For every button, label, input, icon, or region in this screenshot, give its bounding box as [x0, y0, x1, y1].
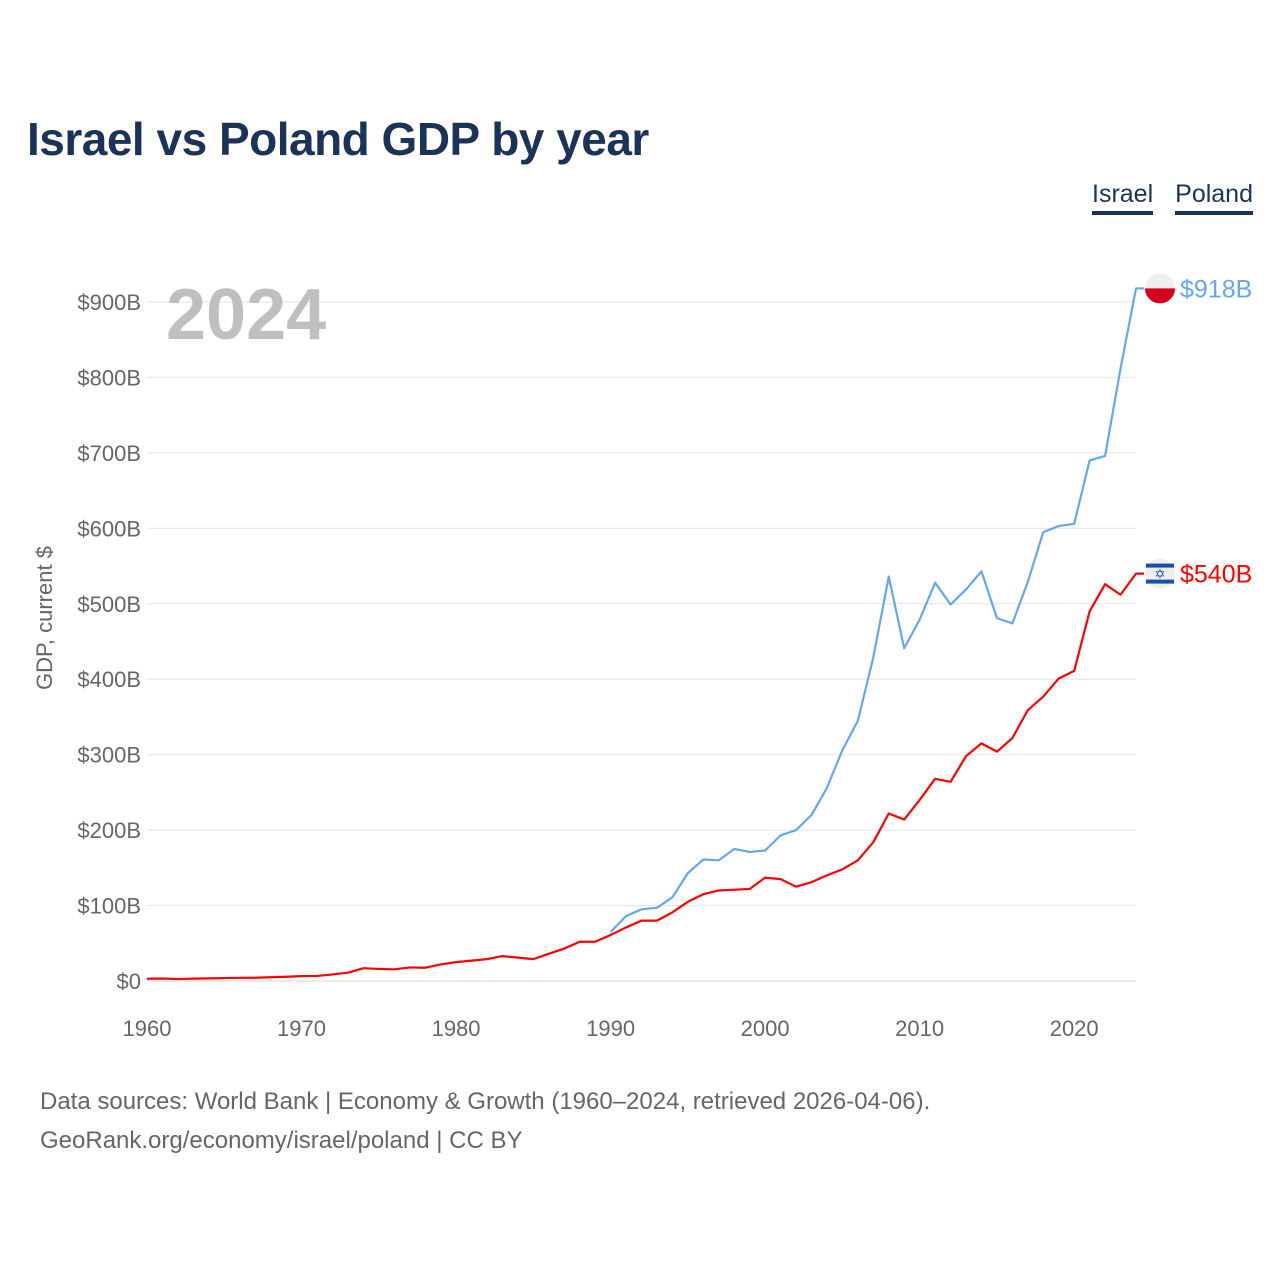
legend: Israel Poland — [1092, 180, 1253, 215]
y-axis-label: GDP, current $ — [32, 546, 57, 690]
y-tick-label: $700B — [77, 441, 141, 466]
end-value-label-israel: $540B — [1180, 561, 1252, 589]
y-tick-label: $500B — [77, 592, 141, 617]
y-tick-label: $900B — [77, 290, 141, 315]
x-tick-label: 1970 — [277, 1016, 326, 1041]
y-tick-label: $0 — [117, 969, 141, 994]
legend-israel[interactable]: Israel — [1092, 180, 1154, 215]
x-tick-label: 1990 — [586, 1016, 635, 1041]
x-tick-label: 1980 — [432, 1016, 481, 1041]
flag-israel-stripe-icon — [1146, 579, 1174, 584]
series-line-poland — [609, 287, 1144, 933]
y-tick-label: $300B — [77, 743, 141, 768]
series-line-israel — [146, 572, 1144, 981]
footer: Data sources: World Bank | Economy & Gro… — [40, 1082, 930, 1160]
star-of-david-icon: ✡ — [1155, 567, 1166, 582]
y-tick-label: $200B — [77, 818, 141, 843]
source-text: Data sources: World Bank | Economy & Gro… — [40, 1088, 931, 1115]
y-tick-label: $100B — [77, 894, 141, 919]
x-tick-label: 2020 — [1050, 1016, 1099, 1041]
legend-poland[interactable]: Poland — [1175, 180, 1253, 215]
x-tick-label: 2000 — [741, 1016, 790, 1041]
y-tick-label: $400B — [77, 667, 141, 692]
end-value-label-poland: $918B — [1180, 275, 1252, 303]
chart-title: Israel vs Poland GDP by year — [27, 113, 649, 165]
y-tick-label: $600B — [77, 516, 141, 541]
x-tick-label: 1960 — [123, 1016, 172, 1041]
year-label: 2024 — [166, 275, 326, 355]
y-tick-label: $800B — [77, 365, 141, 390]
flag-israel-stripe-icon — [1146, 563, 1174, 568]
x-tick-label: 2010 — [895, 1016, 944, 1041]
flag-poland-red-icon — [1145, 288, 1175, 304]
credit-text: GeoRank.org/economy/israel/poland | CC B… — [40, 1127, 523, 1154]
